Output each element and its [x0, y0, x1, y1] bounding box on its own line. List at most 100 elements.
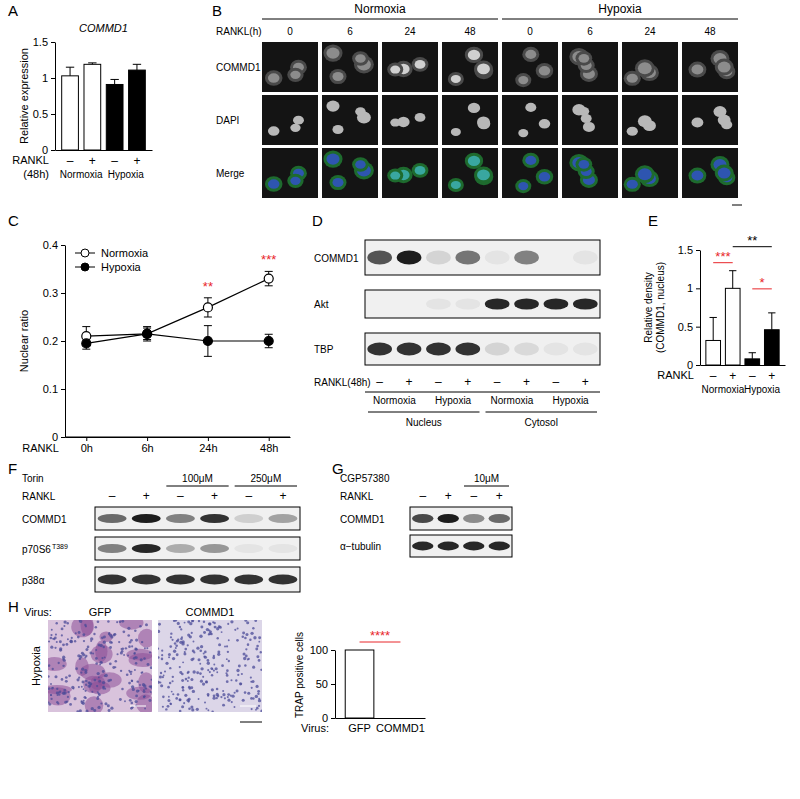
nucleus-dot: [167, 686, 170, 689]
scale-bar: [732, 205, 742, 206]
nucleus-dot: [198, 620, 200, 622]
cell: [448, 178, 464, 192]
marks: [62, 63, 146, 150]
blot-band: [132, 544, 161, 553]
y-axis-label: Relative density: [643, 272, 654, 343]
blot-band: [412, 542, 433, 551]
nucleus-dot: [84, 696, 87, 699]
x-axis: 0h6h24h48h: [66, 437, 291, 454]
x-axis-label: RANKL: [12, 154, 49, 166]
nucleus-dot: [181, 642, 184, 645]
nucleus-dot: [199, 635, 202, 638]
bar: [706, 340, 721, 365]
tick: 0h: [81, 437, 93, 454]
nucleus-dot: [213, 664, 215, 666]
chart-title: COMMD1: [79, 22, 128, 34]
nucleus-dot: [249, 638, 251, 640]
panel-label: H: [8, 598, 19, 615]
nucleus-dot: [211, 668, 213, 670]
blot-band: [544, 298, 569, 309]
nucleus-dot: [208, 622, 211, 625]
nucleus-dot: [109, 641, 112, 644]
nucleus-dot: [78, 686, 80, 688]
nucleus-dot: [207, 695, 209, 697]
nucleus-dot: [187, 680, 189, 682]
time-value: 0: [287, 26, 293, 37]
osteoclast: [48, 657, 67, 671]
nucleus-dot: [252, 666, 255, 669]
blot-band: [485, 251, 510, 265]
tick-mark: [147, 437, 148, 441]
nucleus: [518, 76, 528, 84]
cell: [536, 63, 554, 79]
cell: [287, 68, 303, 82]
scale-bar: [240, 706, 256, 707]
nucleus: [332, 72, 343, 81]
nucleus-dot: [169, 682, 171, 684]
bar: [84, 64, 101, 150]
nucleus-dot: [90, 640, 92, 642]
lane-label: +: [279, 489, 286, 503]
nucleus-dot: [114, 633, 117, 636]
nucleus-dot: [211, 674, 213, 676]
bar: [345, 650, 374, 718]
nucleus-dot: [207, 662, 210, 665]
nucleus-dot: [191, 708, 194, 711]
nucleus-dot: [130, 673, 132, 675]
cell: [515, 179, 531, 193]
nucleus-dot: [180, 628, 182, 630]
nucleus: [390, 66, 400, 74]
nucleus-dot: [163, 675, 165, 677]
nucleus: [718, 115, 731, 126]
nucleus-dot: [77, 654, 80, 657]
nucleus-dot: [170, 703, 172, 705]
nucleus-dot: [55, 634, 57, 636]
tick-label: –: [749, 369, 756, 383]
image-background: [262, 148, 318, 198]
cell: [715, 165, 734, 182]
tick-mark: [51, 114, 55, 115]
nucleus-dot: [50, 634, 52, 636]
nucleus-dot: [102, 670, 105, 673]
blot-band: [573, 343, 598, 356]
nucleus-dot: [147, 663, 150, 666]
tick-mark: [208, 437, 209, 441]
nucleus-dot: [70, 640, 73, 643]
nucleus-dot: [255, 648, 258, 651]
nucleus-dot: [241, 673, 243, 675]
nucleus: [578, 54, 589, 63]
micrograph-tile: [262, 42, 318, 92]
image-background: [562, 42, 618, 92]
nucleus-dot: [186, 699, 189, 702]
blot-frame: [95, 507, 300, 530]
nucleus-dot: [235, 679, 237, 681]
blot-band: [269, 575, 298, 585]
tick-label: 0.1: [43, 383, 58, 395]
tick-mark: [51, 42, 55, 43]
nucleus-dot: [97, 706, 100, 709]
nucleus-dot: [205, 680, 208, 683]
nucleus: [578, 160, 589, 169]
nucleus-dot: [140, 658, 143, 661]
nucleus-dot: [104, 702, 107, 705]
micrograph-tile: [502, 95, 558, 145]
osteoclast: [138, 672, 152, 693]
lane-label: +: [143, 489, 150, 503]
nucleus-dot: [189, 622, 192, 625]
lane-label: +: [464, 375, 471, 389]
nucleus-dot: [77, 636, 80, 639]
blot-band: [426, 251, 451, 265]
nucleus-dot: [247, 659, 249, 661]
nucleus-dot: [218, 643, 221, 646]
nucleus-dot: [96, 685, 98, 687]
nucleus-dot: [143, 695, 145, 697]
nucleus: [415, 166, 426, 175]
nucleus-dot: [250, 632, 253, 635]
significance-label: *: [760, 275, 765, 290]
row-label: p70S6: [22, 544, 51, 555]
micrograph-tile: [502, 148, 558, 198]
nucleus-dot: [103, 641, 106, 644]
series-line: [86, 279, 268, 337]
error-bar: [710, 317, 717, 340]
nucleus-dot: [171, 680, 173, 682]
